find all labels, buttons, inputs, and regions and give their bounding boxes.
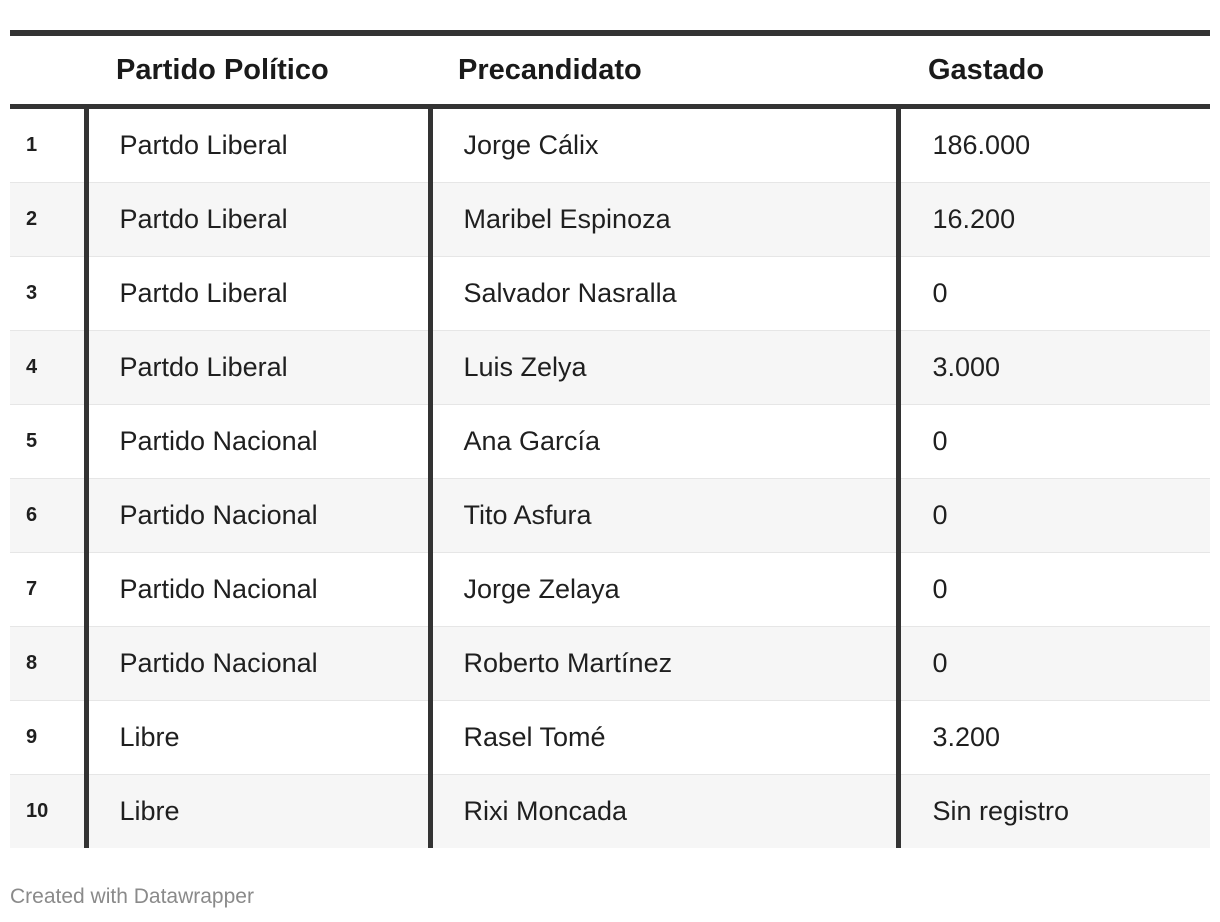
footer-credit: Created with Datawrapper bbox=[10, 885, 254, 908]
row-precandidato-cell: Tito Asfura bbox=[430, 478, 901, 553]
row-rank-cell: 1 bbox=[10, 106, 89, 183]
row-rank-cell: 8 bbox=[10, 626, 89, 701]
row-partido-cell: Partdo Liberal bbox=[86, 182, 433, 257]
table-row: 5 Partido Nacional Ana García 0 bbox=[10, 404, 1210, 479]
row-partido-cell: Partdo Liberal bbox=[86, 330, 433, 405]
row-precandidato-cell: Rasel Tomé bbox=[430, 700, 901, 775]
row-precandidato-cell: Jorge Cálix bbox=[430, 106, 901, 183]
table-row: 8 Partido Nacional Roberto Martínez 0 bbox=[10, 626, 1210, 701]
row-precandidato-cell: Ana García bbox=[430, 404, 901, 479]
row-gastado-cell: 0 bbox=[898, 552, 1210, 627]
row-precandidato-cell: Maribel Espinoza bbox=[430, 182, 901, 257]
top-rule bbox=[10, 30, 1210, 36]
row-precandidato-cell: Roberto Martínez bbox=[430, 626, 901, 701]
row-rank-cell: 4 bbox=[10, 330, 89, 405]
row-gastado-cell: 0 bbox=[898, 626, 1210, 701]
row-rank-cell: 7 bbox=[10, 552, 89, 627]
row-rank-cell: 6 bbox=[10, 478, 89, 553]
row-precandidato-cell: Salvador Nasralla bbox=[430, 256, 901, 331]
row-precandidato-cell: Luis Zelya bbox=[430, 330, 901, 405]
row-gastado-cell: 186.000 bbox=[898, 106, 1210, 183]
row-partido-cell: Partido Nacional bbox=[86, 626, 433, 701]
table-header-row: Partido Político Precandidato Gastado bbox=[10, 36, 1210, 109]
row-precandidato-cell: Jorge Zelaya bbox=[430, 552, 901, 627]
table-row: 2 Partdo Liberal Maribel Espinoza 16.200 bbox=[10, 182, 1210, 257]
row-partido-cell: Libre bbox=[86, 774, 433, 848]
table-row: 4 Partdo Liberal Luis Zelya 3.000 bbox=[10, 330, 1210, 405]
table-body: 1 Partdo Liberal Jorge Cálix 186.000 2 Partdo… bbox=[10, 106, 1210, 848]
table-row: 3 Partdo Liberal Salvador Nasralla 0 bbox=[10, 256, 1210, 331]
table-row: 7 Partido Nacional Jorge Zelaya 0 bbox=[10, 552, 1210, 627]
header-precandidato: Precandidato bbox=[430, 36, 898, 109]
table-row: 9 Libre Rasel Tomé 3.200 bbox=[10, 700, 1210, 775]
row-partido-cell: Partido Nacional bbox=[86, 478, 433, 553]
table-row: 10 Libre Rixi Moncada Sin registro bbox=[10, 774, 1210, 848]
row-gastado-cell: Sin registro bbox=[898, 774, 1210, 848]
row-gastado-cell: 3.000 bbox=[898, 330, 1210, 405]
table-row: 6 Partido Nacional Tito Asfura 0 bbox=[10, 478, 1210, 553]
row-partido-cell: Partido Nacional bbox=[86, 404, 433, 479]
row-partido-cell: Partdo Liberal bbox=[86, 256, 433, 331]
row-rank-cell: 2 bbox=[10, 182, 89, 257]
row-gastado-cell: 0 bbox=[898, 478, 1210, 553]
row-rank-cell: 10 bbox=[10, 774, 89, 848]
row-gastado-cell: 0 bbox=[898, 256, 1210, 331]
row-gastado-cell: 3.200 bbox=[898, 700, 1210, 775]
header-gastado: Gastado bbox=[898, 36, 1210, 109]
header-partido-politico: Partido Político bbox=[86, 36, 430, 109]
row-gastado-cell: 16.200 bbox=[898, 182, 1210, 257]
row-gastado-cell: 0 bbox=[898, 404, 1210, 479]
row-rank-cell: 3 bbox=[10, 256, 89, 331]
row-rank-cell: 9 bbox=[10, 700, 89, 775]
row-precandidato-cell: Rixi Moncada bbox=[430, 774, 901, 848]
row-rank-cell: 5 bbox=[10, 404, 89, 479]
header-rank bbox=[10, 36, 86, 109]
row-partido-cell: Partido Nacional bbox=[86, 552, 433, 627]
table-row: 1 Partdo Liberal Jorge Cálix 186.000 bbox=[10, 106, 1210, 183]
row-partido-cell: Partdo Liberal bbox=[86, 106, 433, 183]
row-partido-cell: Libre bbox=[86, 700, 433, 775]
